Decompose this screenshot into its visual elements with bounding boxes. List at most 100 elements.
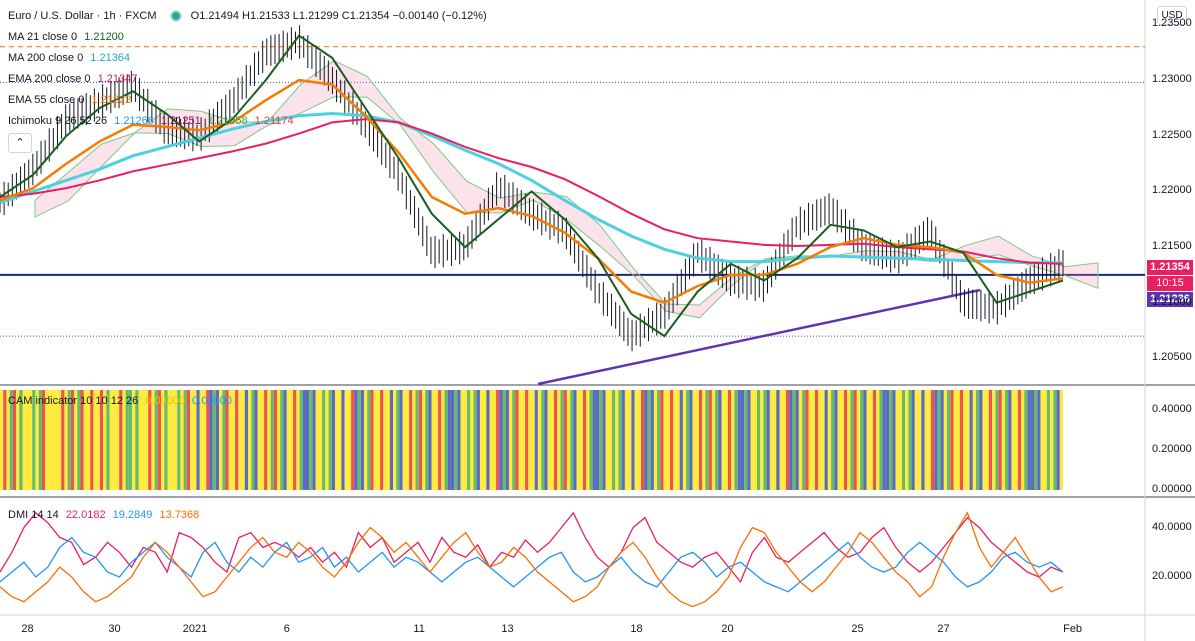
ema55-line xyxy=(0,78,1064,305)
cam-stripe xyxy=(196,390,200,490)
legend-dmi[interactable]: DMI 14 14 22.0182 19.2849 13.7368 xyxy=(8,509,203,522)
cam-stripe xyxy=(959,390,964,490)
legend-dmi-label: DMI 14 14 xyxy=(8,509,59,521)
cam-stripe xyxy=(138,390,142,490)
x-tick-label: 6 xyxy=(283,623,290,635)
cam-stripe xyxy=(41,390,46,490)
legend-ema55-value: 1.21222 xyxy=(91,94,132,106)
cam-stripe xyxy=(682,390,687,490)
legend-cam[interactable]: CAM indicator 10 10 12 26 0.00000 0.0000… xyxy=(8,395,236,408)
cam-stripe xyxy=(1001,390,1006,490)
cam-stripe xyxy=(753,390,758,490)
cam-stripe xyxy=(889,390,893,490)
cam-stripe xyxy=(744,390,748,490)
symbol-title[interactable]: Euro / U.S. Dollar · 1h · FXCM xyxy=(8,10,157,22)
currency-button[interactable]: USD xyxy=(1157,6,1187,25)
ma200-line xyxy=(0,111,1063,265)
cam-stripe xyxy=(270,390,274,490)
cam-stripe xyxy=(48,390,52,490)
cam-stripe xyxy=(840,390,844,490)
cam-stripe xyxy=(409,390,413,490)
cam-stripe xyxy=(193,390,197,490)
legend-ichimoku[interactable]: Ichimoku 9 26 52 26 1.21266 1.21251 1.21… xyxy=(8,115,302,128)
cam-stripe xyxy=(248,390,252,490)
cam-stripe xyxy=(19,390,23,490)
cam-stripe xyxy=(557,390,561,490)
cam-stripe xyxy=(299,390,303,490)
cam-stripe xyxy=(560,390,564,490)
cam-stripe xyxy=(151,390,155,490)
dmi-adx-line xyxy=(0,511,1064,608)
cam-stripe xyxy=(335,390,339,490)
cam-stripe xyxy=(509,390,513,490)
cam-stripe xyxy=(802,390,806,490)
cam-stripe xyxy=(528,390,532,490)
cam-stripe xyxy=(145,390,149,490)
cam-stripe xyxy=(811,390,815,490)
cam-stripe xyxy=(882,390,886,490)
cam-stripe xyxy=(612,390,616,490)
cam-stripe xyxy=(338,390,342,490)
cam-stripe xyxy=(499,390,503,490)
cam-stripe xyxy=(1056,390,1060,490)
cam-stripe xyxy=(322,390,326,490)
legend-ichimoku-v2: 1.21251 xyxy=(160,115,201,127)
legend-ma200-value: 1.21364 xyxy=(90,52,131,64)
cam-stripe xyxy=(209,390,213,490)
cam-stripe xyxy=(29,390,33,490)
cam-stripe xyxy=(286,390,290,490)
legend-ema200-label: EMA 200 close 0 xyxy=(8,73,91,85)
cam-stripe xyxy=(608,390,613,490)
cam-stripe xyxy=(879,390,883,490)
cam-stripe xyxy=(521,390,526,490)
legend-ema55[interactable]: EMA 55 close 0 1.21222 xyxy=(8,94,135,107)
cam-stripe xyxy=(235,390,239,490)
cam-stripe xyxy=(914,390,919,490)
cam-stripe xyxy=(225,390,229,490)
cam-stripe xyxy=(202,390,207,490)
cam-stripe xyxy=(1024,390,1028,490)
cam-stripe xyxy=(383,390,387,490)
legend-ma200[interactable]: MA 200 close 0 1.21364 xyxy=(8,52,134,65)
cam-stripe xyxy=(940,390,944,490)
legend-ma21[interactable]: MA 21 close 0 1.21200 xyxy=(8,31,128,44)
cam-stripe xyxy=(576,390,580,490)
cam-stripe xyxy=(776,390,780,490)
cam-stripe xyxy=(866,390,870,490)
cam-stripe xyxy=(692,390,696,490)
cam-stripe xyxy=(628,390,632,490)
cam-stripe xyxy=(856,390,861,490)
x-tick-label: Feb xyxy=(1063,623,1083,635)
cam-stripe xyxy=(283,390,287,490)
cam-stripe xyxy=(1017,390,1022,490)
collapse-legend-button[interactable]: ⌃ xyxy=(8,133,32,153)
cam-stripe xyxy=(1053,390,1057,490)
cam-stripe xyxy=(154,390,158,490)
cam-stripe xyxy=(35,390,39,490)
cam-stripe xyxy=(847,390,851,490)
cam-stripe xyxy=(351,390,355,490)
cam-stripe xyxy=(502,390,506,490)
cam-stripe xyxy=(798,390,803,490)
cam-stripe xyxy=(180,390,184,490)
cam-stripe xyxy=(122,390,126,490)
y-tick-label: 1.23000 xyxy=(1152,73,1192,86)
cam-stripe xyxy=(631,390,635,490)
cam-stripe xyxy=(219,390,223,490)
legend-ema200[interactable]: EMA 200 close 0 1.21347 xyxy=(8,73,141,86)
x-tick-label: 30 xyxy=(108,623,121,635)
cam-stripe xyxy=(492,390,497,490)
cam-stripe xyxy=(998,390,1002,490)
cam-stripe xyxy=(325,390,329,490)
cam-stripe xyxy=(554,390,558,490)
x-tick-label: 20 xyxy=(721,623,734,635)
cam-stripe xyxy=(740,390,745,490)
cam-stripe xyxy=(251,390,255,490)
cam-stripe xyxy=(9,390,13,490)
cam-stripe xyxy=(241,390,245,490)
cam-stripe xyxy=(434,390,439,490)
ema200-line xyxy=(0,118,1064,265)
x-tick-label: 2021 xyxy=(182,623,208,635)
